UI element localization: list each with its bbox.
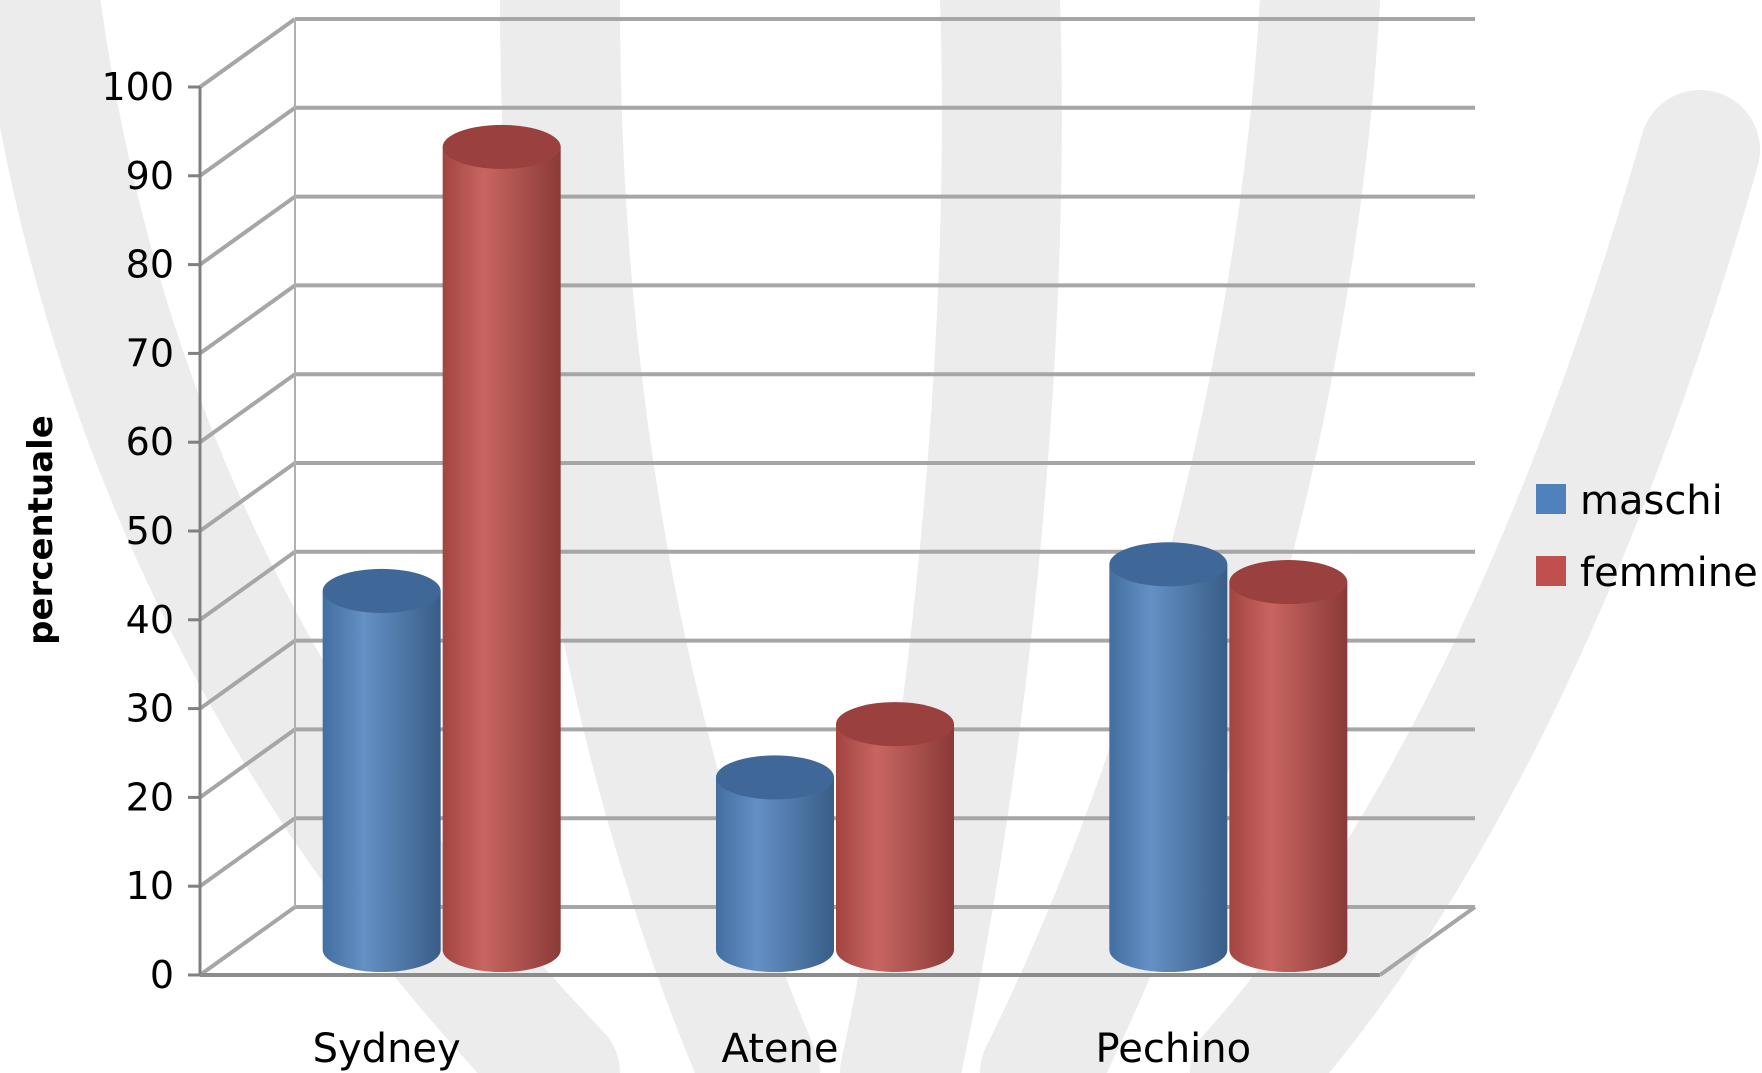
gridline-side — [198, 283, 297, 356]
gridline-side — [198, 372, 297, 444]
y-tick-label: 90 — [126, 154, 174, 198]
legend-label: maschi — [1580, 478, 1723, 524]
floor-edge — [1378, 905, 1477, 977]
gridline-side — [198, 461, 297, 533]
bar-top — [322, 568, 441, 613]
y-axis-title: percentuale — [21, 415, 61, 645]
y-tick-label: 60 — [126, 420, 174, 464]
bar-top — [1109, 542, 1228, 587]
bar-body — [442, 146, 561, 972]
bar-maschi-Atene — [716, 755, 834, 972]
legend-label: femmine — [1580, 550, 1758, 596]
y-tick-label: 20 — [126, 775, 174, 819]
bar-top — [836, 702, 954, 747]
gridline-side — [198, 550, 297, 622]
gridline-side — [198, 106, 297, 178]
bar-body — [322, 590, 441, 973]
bar-top — [716, 755, 834, 800]
bar-body — [716, 777, 834, 972]
y-tick-label: 30 — [126, 687, 174, 731]
y-tick-label: 100 — [101, 65, 174, 109]
legend-item-maschi: maschi — [1536, 478, 1723, 524]
bar-top — [1229, 560, 1348, 605]
legend-swatch — [1536, 484, 1566, 514]
y-tick-label: 50 — [126, 509, 174, 553]
gridline-side — [198, 638, 297, 711]
y-tick-label: 10 — [126, 864, 174, 908]
x-category-label: Sydney — [313, 1026, 461, 1072]
legend-item-femmine: femmine — [1536, 550, 1758, 596]
legend-swatch — [1536, 556, 1566, 586]
y-tick-label: 80 — [126, 243, 174, 287]
label-layer: 0 10 20 30 40 50 60 70 80 90 100 Sydney Atene Pechino… — [21, 65, 1251, 1072]
gridline-side — [198, 905, 297, 977]
gridline-side — [198, 816, 297, 888]
y-tick-label: 40 — [126, 598, 174, 642]
bar-layer — [322, 124, 1348, 973]
background-arc — [980, 0, 1380, 1073]
gridline-side — [198, 194, 297, 267]
bar-maschi-Sydney — [322, 568, 441, 973]
y-tick-label: 70 — [126, 331, 174, 375]
y-tick-label: 0 — [150, 953, 174, 997]
bar-femmine-Atene — [836, 702, 954, 972]
legend: maschi femmine — [1536, 478, 1758, 596]
x-category-label: Pechino — [1096, 1026, 1252, 1072]
bar-femmine-Sydney — [442, 124, 561, 972]
bar-body — [1109, 564, 1228, 973]
bar-body — [836, 724, 954, 972]
gridline-side — [198, 727, 297, 800]
bar-femmine-Pechino — [1229, 560, 1348, 973]
background-arc — [1190, 90, 1760, 1073]
bar-maschi-Pechino — [1109, 542, 1228, 973]
bar-top — [442, 124, 561, 169]
x-category-label: Atene — [722, 1026, 839, 1072]
bar-body — [1229, 582, 1348, 973]
gridline-side — [198, 17, 297, 89]
